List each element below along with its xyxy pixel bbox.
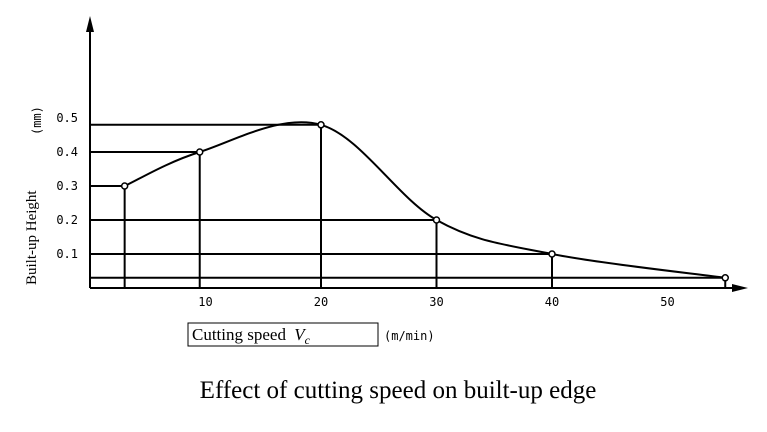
y-tick-label: 0.3 <box>56 179 78 193</box>
x-tick-label: 50 <box>660 295 674 309</box>
data-point <box>721 274 729 282</box>
y-tick-label: 0.4 <box>56 145 78 159</box>
x-tick-label: 10 <box>198 295 212 309</box>
x-tick-label: 30 <box>429 295 443 309</box>
x-tick-label: 20 <box>314 295 328 309</box>
x-axis-label: Cutting speed Vc <box>192 325 311 347</box>
x-axis-unit: (m/min) <box>384 329 435 343</box>
y-tick-labels: 0.1 0.2 0.3 0.4 0.5 <box>56 111 78 261</box>
y-axis-unit: (mm) <box>30 106 44 135</box>
y-tick-label: 0.5 <box>56 111 78 125</box>
data-point <box>432 216 441 224</box>
y-axis-label: Built-up Height <box>24 190 40 285</box>
x-axis-label-box <box>187 322 379 347</box>
chart-caption: Effect of cutting speed on built-up edge <box>200 377 597 404</box>
y-axis-arrow <box>86 16 94 32</box>
x-axis-arrow <box>732 284 748 292</box>
y-tick-label: 0.1 <box>56 247 78 261</box>
data-points <box>120 121 729 282</box>
data-point <box>317 121 325 129</box>
data-point <box>120 182 129 190</box>
y-tick-label: 0.2 <box>56 213 78 227</box>
data-point <box>548 250 556 258</box>
guide-lines <box>90 123 727 288</box>
x-tick-labels: 10 20 30 40 50 <box>198 295 674 309</box>
data-point <box>195 148 204 156</box>
x-tick-label: 40 <box>545 295 559 309</box>
